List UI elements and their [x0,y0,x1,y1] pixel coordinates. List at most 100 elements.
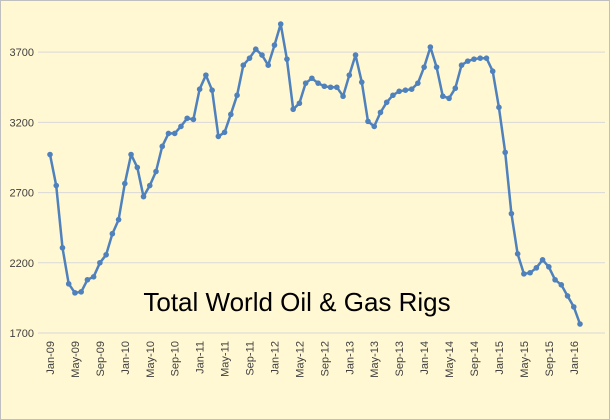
data-point [284,56,290,62]
y-tick-label: 2700 [10,188,34,200]
x-tick-label: Sep-11 [245,341,257,376]
x-tick-label: Jan-16 [569,341,581,375]
data-point [103,251,109,258]
x-tick-label: Sep-15 [544,341,556,376]
data-point [196,86,203,93]
data-point [440,93,446,100]
data-point [47,151,53,158]
data-point [215,133,222,140]
data-point [234,92,240,99]
data-point [558,282,565,288]
data-point [134,164,141,171]
data-point [265,62,272,68]
x-tick-label: May-10 [145,341,157,378]
y-tick-label: 2200 [10,258,34,270]
data-point [489,68,496,75]
data-point [221,129,228,136]
data-point [402,87,409,93]
data-point [184,115,190,122]
x-tick-label: May-15 [519,341,531,378]
chart-title: Total World Oil & Gas Rigs [143,287,450,317]
data-point [433,64,440,70]
x-tick-label: Sep-12 [319,341,331,376]
data-point [53,182,60,189]
data-point [271,42,278,48]
data-point [203,72,209,78]
data-point [165,130,172,137]
data-point [309,75,315,82]
data-point [483,55,490,61]
y-tick-label: 1700 [10,328,34,340]
x-tick-label: Sep-09 [95,341,107,376]
data-point [390,92,396,99]
data-point [496,104,502,111]
data-point [564,293,571,299]
data-point [371,123,378,130]
data-point [178,123,184,130]
data-point [259,52,265,58]
data-point [78,289,84,295]
data-point [122,180,128,187]
data-point [128,151,134,158]
data-point [377,109,384,116]
data-point [546,264,552,270]
data-point [252,46,259,52]
data-point [65,281,72,287]
data-point [421,64,427,70]
data-point [115,216,122,223]
data-point [514,250,521,257]
x-tick-label: Sep-13 [394,341,406,376]
data-point [464,58,471,64]
data-point [446,95,452,102]
data-point [277,21,284,27]
data-point [352,52,359,58]
data-point [521,271,527,277]
data-point [59,244,66,251]
data-point [240,62,247,68]
x-tick-label: May-14 [444,341,456,378]
data-point [302,80,309,86]
data-point [383,99,390,106]
x-tick-label: Jan-14 [419,341,431,375]
data-point [334,84,340,91]
data-point [408,86,415,93]
y-tick-label: 3700 [10,47,34,59]
x-tick-label: Jan-15 [494,341,506,375]
x-tick-label: Jan-10 [120,341,132,375]
data-point [340,93,346,100]
data-point [209,87,215,93]
x-tick-label: May-09 [70,341,82,378]
data-point [458,62,465,68]
x-tick-label: May-13 [369,341,381,378]
data-point [140,193,147,200]
data-point [327,84,334,91]
data-point [159,143,166,150]
data-point [190,116,197,123]
data-point [171,130,178,137]
data-point [539,257,546,263]
data-point [346,72,353,78]
data-point [109,230,116,237]
x-tick-label: Jan-11 [195,341,207,374]
x-tick-label: May-12 [294,341,306,378]
data-point [396,88,402,95]
data-point [296,100,303,107]
data-point [358,79,365,85]
data-point [527,269,533,276]
y-tick-label: 3200 [10,117,34,129]
data-point [90,274,97,280]
data-point [415,80,421,86]
data-point [533,265,540,271]
data-point [471,56,477,62]
x-tick-label: Jan-13 [344,341,356,375]
data-point [502,149,508,156]
data-point [315,80,321,86]
data-point [552,276,558,283]
x-tick-label: Jan-12 [269,341,281,375]
x-tick-label: Sep-14 [469,341,481,376]
data-point [427,44,434,50]
data-point [508,210,515,217]
data-point [290,106,296,113]
data-point [570,304,577,310]
